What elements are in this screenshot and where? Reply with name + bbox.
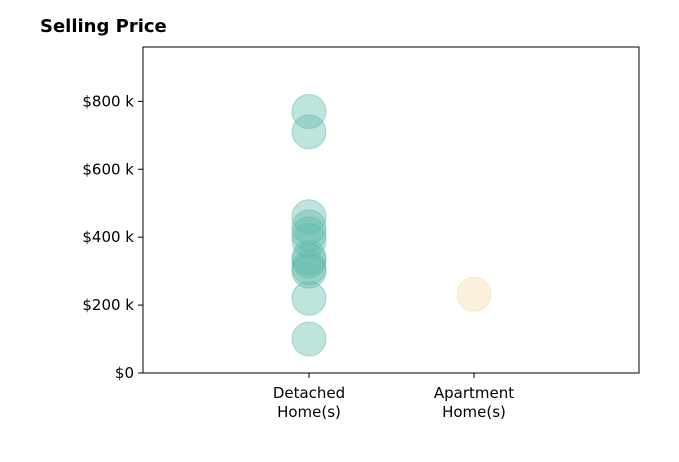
x-tick-label: Apartment bbox=[434, 384, 514, 402]
y-tick-label: $600 k bbox=[82, 160, 134, 178]
data-point bbox=[291, 321, 327, 357]
data-point bbox=[291, 114, 327, 150]
data-point bbox=[291, 199, 327, 235]
y-tick-label: $200 k bbox=[82, 296, 134, 314]
data-point bbox=[291, 280, 327, 316]
x-tick-label: Home(s) bbox=[442, 403, 506, 421]
x-tick-label: Home(s) bbox=[277, 403, 341, 421]
data-point bbox=[291, 209, 327, 245]
data-point bbox=[456, 276, 492, 312]
x-tick-label: Detached bbox=[273, 384, 345, 402]
y-tick-label: $800 k bbox=[82, 92, 134, 110]
y-tick-label: $0 bbox=[115, 364, 134, 382]
y-tick-label: $400 k bbox=[82, 228, 134, 246]
data-points bbox=[291, 94, 492, 357]
plot-frame bbox=[142, 46, 640, 374]
y-axis: $0 $200 k $400 k $600 k $800 k bbox=[82, 92, 143, 382]
data-point bbox=[291, 94, 327, 130]
chart-title: Selling Price bbox=[40, 16, 167, 37]
